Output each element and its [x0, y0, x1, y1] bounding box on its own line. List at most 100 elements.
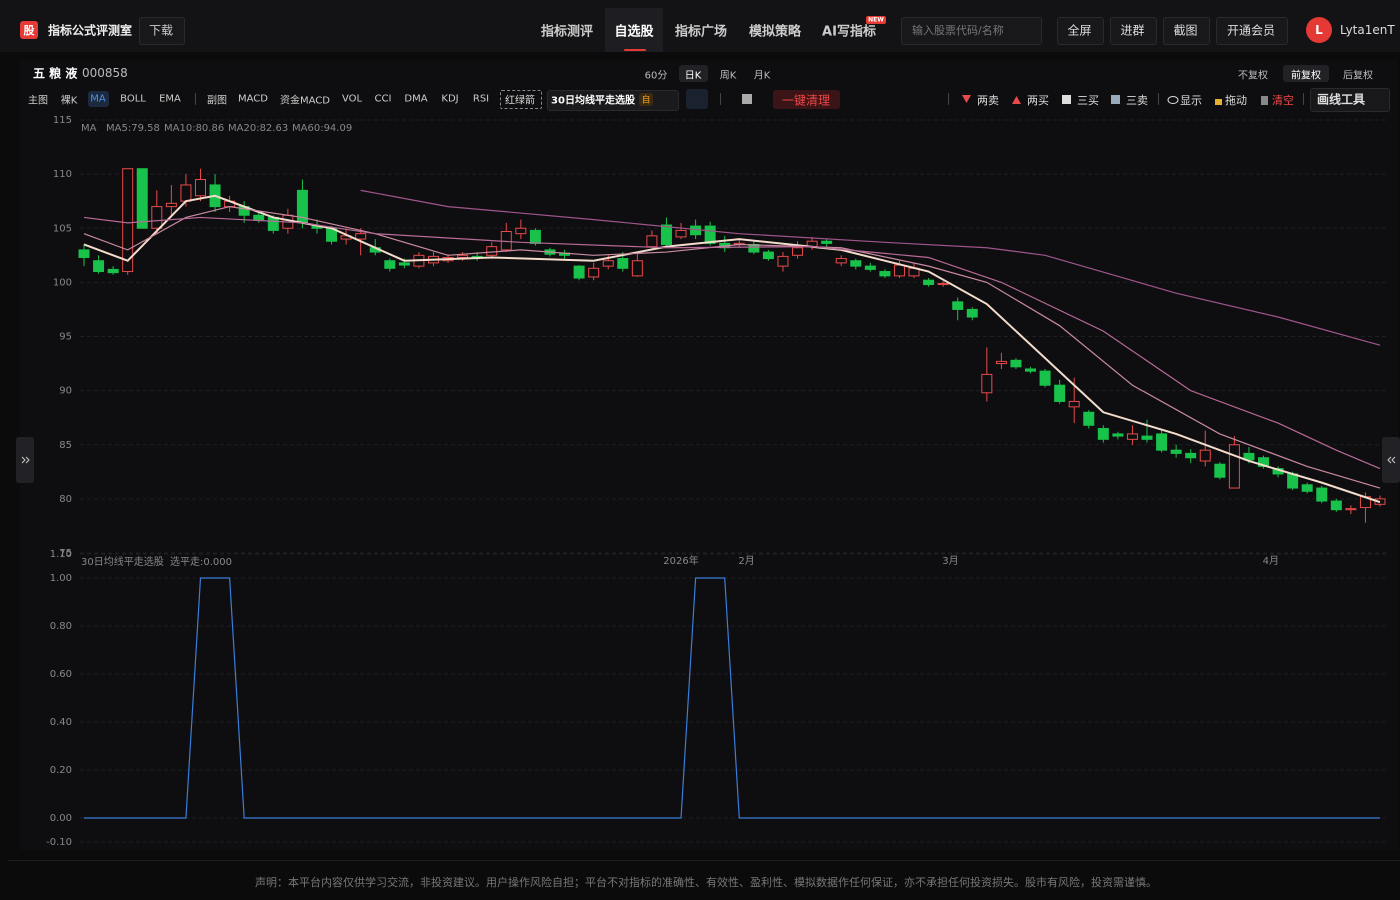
sub-indicator[interactable]: CCI	[374, 93, 392, 105]
ma-active	[88, 91, 109, 107]
series-line	[84, 577, 1380, 819]
search-box[interactable]	[901, 17, 1042, 45]
tool[interactable]: 两买	[1027, 94, 1049, 107]
nav-item[interactable]: 指标广场	[674, 24, 728, 40]
candle-body	[107, 268, 119, 274]
stock-name: 五 粮 液	[33, 66, 78, 81]
right-collapse[interactable]	[1382, 437, 1400, 483]
candle-body	[1287, 473, 1299, 489]
separator	[720, 93, 721, 105]
y-tick-label: 115	[53, 115, 72, 126]
header-btn[interactable]	[1057, 17, 1104, 45]
clear-btn[interactable]	[773, 90, 840, 109]
y-tick-label: 0.60	[50, 669, 72, 680]
series-line	[360, 189, 1381, 346]
sub-indicator[interactable]: 副图	[207, 95, 227, 107]
main-indicator[interactable]: 主图	[28, 95, 48, 107]
tool[interactable]: 清空	[1272, 94, 1294, 107]
adjust[interactable]: 后复权	[1343, 70, 1373, 82]
candle-body	[690, 225, 702, 236]
sub-indicator[interactable]: DMA	[404, 93, 428, 105]
indicator-badge: 自	[641, 95, 651, 106]
tool[interactable]: 三买	[1077, 94, 1099, 107]
download: 下载	[148, 23, 174, 38]
header-btn[interactable]	[1163, 17, 1210, 45]
period[interactable]: 日K	[684, 70, 702, 82]
y-tick-label: 100	[53, 277, 72, 288]
candle-body	[981, 373, 993, 394]
save-icon[interactable]	[742, 94, 752, 104]
sub-indicator[interactable]: RSI	[472, 93, 490, 105]
nav-item[interactable]: 自选股	[614, 24, 654, 40]
candle-body	[384, 260, 396, 269]
main-indicator[interactable]: 裸K	[60, 95, 78, 107]
candle-body	[267, 216, 279, 231]
eye-icon	[1167, 96, 1179, 104]
candle-body	[151, 206, 163, 229]
tool[interactable]: 拖动	[1225, 94, 1247, 107]
chevron-icon	[25, 456, 30, 464]
nav-underline	[624, 49, 646, 51]
main-indicator[interactable]: EMA	[159, 93, 181, 105]
legend-entry: MA10:80.86	[164, 123, 224, 134]
candle-body	[923, 279, 935, 286]
candle-body	[573, 265, 585, 279]
separator	[195, 93, 196, 105]
candle-body	[180, 184, 192, 202]
header-btn-label: 全屏	[1067, 23, 1092, 38]
legend-title: MA	[81, 123, 97, 134]
sub-indicator[interactable]: VOL	[341, 93, 363, 105]
main-indicator[interactable]: MA	[90, 93, 106, 105]
candle-body	[253, 214, 265, 221]
y-tick-label: 80	[59, 494, 72, 505]
candle-body	[1316, 487, 1328, 502]
draw-btn[interactable]	[1310, 88, 1390, 112]
candle-body	[1258, 457, 1270, 467]
header-btn[interactable]	[1216, 17, 1288, 45]
legend-entry: 选平走:0.000	[170, 555, 232, 568]
footer-disclaimer: 声明：本平台内容仅供学习交流，非投资建议。用户操作风险自担；平台不对指标的准确性…	[255, 876, 1157, 889]
sell3-icon	[1111, 95, 1120, 104]
add-btn[interactable]	[686, 89, 708, 109]
candle-body	[1301, 484, 1313, 492]
y-tick-label: 105	[53, 223, 72, 234]
candle-body	[1243, 452, 1255, 461]
candle-body	[821, 240, 833, 244]
candle-body	[660, 224, 672, 245]
buy3-icon	[1062, 95, 1071, 104]
tool[interactable]: 两卖	[977, 94, 999, 107]
tool[interactable]: 显示	[1180, 94, 1202, 107]
nav-item[interactable]: AI写指标	[822, 24, 876, 40]
tag-box[interactable]	[500, 90, 542, 109]
candle-body	[355, 233, 367, 240]
badge-bg	[639, 93, 653, 106]
sub-indicator[interactable]: 资金MACD	[280, 95, 330, 107]
period[interactable]: 60分	[644, 70, 668, 82]
main-indicator[interactable]: BOLL	[120, 93, 146, 105]
candle-body	[93, 260, 105, 273]
nav-item[interactable]: 模拟策略	[748, 24, 802, 40]
active-indicator: 30日均线平走选股	[551, 95, 635, 107]
tool[interactable]: 三卖	[1126, 94, 1148, 107]
candle-body	[486, 246, 498, 256]
legend-entry: MA60:94.09	[292, 123, 352, 134]
period-active	[679, 65, 708, 82]
nav-item[interactable]: 指标测评	[540, 24, 594, 40]
adjust[interactable]: 前复权	[1291, 70, 1321, 82]
period[interactable]: 周K	[719, 70, 737, 82]
download-btn[interactable]	[139, 17, 185, 45]
candle-body	[1010, 359, 1022, 368]
user-name: Lyta1enT	[1340, 23, 1395, 37]
sub-indicator[interactable]: MACD	[238, 93, 268, 105]
chevron-icon	[21, 456, 26, 464]
trash-icon	[1261, 96, 1268, 105]
header-btn[interactable]	[1110, 17, 1157, 45]
candle-body	[1170, 449, 1182, 454]
period[interactable]: 月K	[753, 70, 771, 82]
site-title: 指标公式评测室	[48, 23, 133, 38]
candle-body	[675, 229, 687, 238]
header-btn-label: 开通会员	[1226, 23, 1276, 38]
sub-indicator[interactable]: KDJ	[441, 93, 459, 105]
nav-active-bg	[605, 8, 663, 52]
adjust[interactable]: 不复权	[1238, 70, 1268, 82]
